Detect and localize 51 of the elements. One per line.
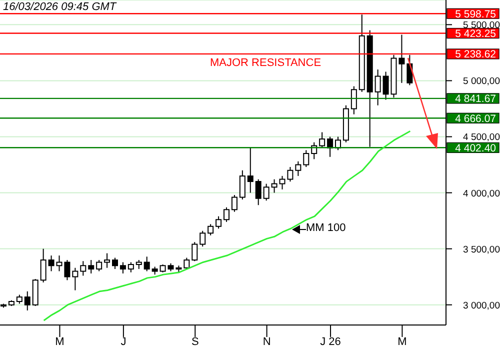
candlestick bbox=[192, 242, 198, 262]
candlestick bbox=[80, 260, 86, 276]
ref-line-label: 4 402.40 bbox=[455, 142, 496, 154]
line-series bbox=[43, 130, 411, 322]
ref-line-label: 4 841.67 bbox=[455, 93, 496, 106]
candlestick bbox=[271, 178, 278, 194]
candlestick bbox=[382, 71, 389, 100]
ref-line-label: 4 666.07 bbox=[455, 112, 496, 125]
y-tick-label: 5 000,00 bbox=[463, 76, 500, 88]
candlestick bbox=[303, 150, 310, 168]
candlestick bbox=[128, 262, 134, 273]
annotation: MM 100 bbox=[306, 222, 346, 234]
x-tick-label: J bbox=[120, 336, 126, 348]
candlestick bbox=[239, 170, 246, 200]
y-tick-label: 3 500,00 bbox=[463, 244, 500, 256]
candlestick bbox=[247, 147, 254, 194]
candlestick bbox=[40, 248, 46, 283]
candlestick bbox=[48, 255, 54, 272]
candlestick bbox=[255, 178, 262, 206]
y-tick-label: 4 500,00 bbox=[463, 132, 500, 144]
candlestick bbox=[96, 260, 102, 272]
annotation: MAJOR RESISTANCE bbox=[210, 57, 322, 69]
y-tick-label: 3 000,00 bbox=[463, 300, 500, 312]
candlestick bbox=[72, 267, 78, 291]
x-tick-label: M bbox=[55, 336, 64, 348]
candlestick bbox=[112, 257, 118, 270]
x-tick-label: N bbox=[262, 336, 271, 348]
candlestick bbox=[231, 194, 238, 212]
candlestick bbox=[406, 54, 413, 86]
candlestick bbox=[319, 132, 326, 148]
ref-line-label: 5 238.62 bbox=[455, 48, 496, 61]
candlestick bbox=[200, 230, 206, 248]
candlestick bbox=[263, 183, 270, 202]
y-tick-label: 4 000,00 bbox=[463, 188, 500, 200]
candlestick bbox=[104, 252, 110, 268]
candlestick bbox=[374, 68, 381, 106]
annotation: 16/03/2026 09:45 GMT bbox=[3, 1, 116, 13]
ref-line-label: 5 598.75 bbox=[455, 8, 496, 20]
x-tick-label: J 26 bbox=[320, 336, 341, 348]
candlestick bbox=[120, 262, 126, 274]
x-tick-label: M bbox=[398, 336, 407, 348]
candlestick bbox=[144, 256, 150, 272]
ref-line-label: 5 423.25 bbox=[455, 28, 496, 40]
candlestick bbox=[208, 224, 214, 236]
candlestick bbox=[295, 160, 302, 176]
candlestick bbox=[224, 206, 230, 222]
candlestick bbox=[24, 290, 30, 311]
candlestick bbox=[350, 86, 357, 115]
candlestick bbox=[88, 260, 94, 274]
candlestick bbox=[216, 216, 222, 230]
x-tick-label: S bbox=[191, 336, 199, 348]
